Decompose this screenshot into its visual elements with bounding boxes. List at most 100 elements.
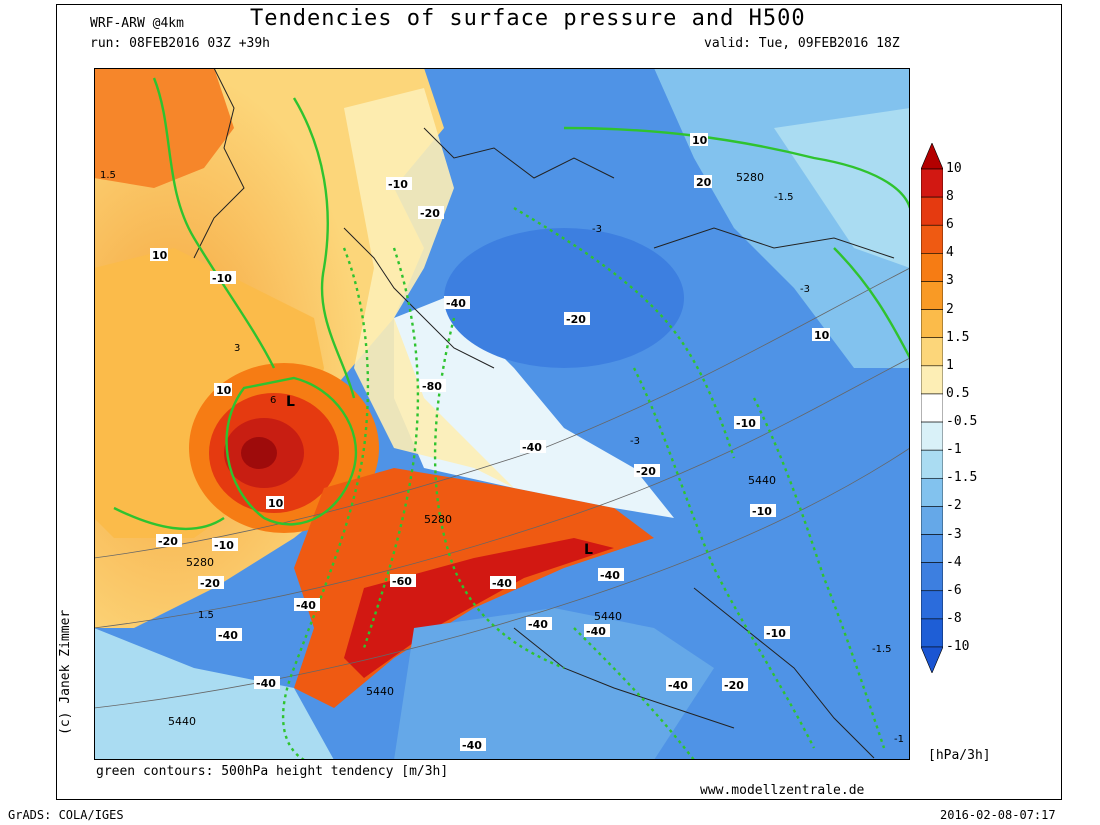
legend-swatch <box>921 337 943 367</box>
legend-tick-label: -3 <box>946 526 962 542</box>
legend-swatch <box>921 224 943 254</box>
svg-text:-10: -10 <box>736 417 756 430</box>
legend-tick-label: 6 <box>946 217 954 233</box>
map-label: 5440 <box>594 610 622 623</box>
legend-tick-label: 0.5 <box>946 385 970 401</box>
svg-text:-1: -1 <box>894 734 904 745</box>
legend-swatch <box>921 309 943 339</box>
svg-text:5440: 5440 <box>748 474 776 487</box>
svg-text:6: 6 <box>270 395 276 406</box>
svg-text:-10: -10 <box>752 505 772 518</box>
figure-frame <box>56 4 1062 800</box>
map-label: -10 <box>764 626 790 640</box>
map-label: 10 <box>214 383 232 397</box>
legend-swatch <box>921 618 943 648</box>
svg-text:-40: -40 <box>528 618 548 631</box>
svg-text:-20: -20 <box>724 679 744 692</box>
svg-text:-10: -10 <box>212 272 232 285</box>
legend-tick-label: -0.5 <box>946 414 978 430</box>
generation-timestamp: 2016-02-08-07:17 <box>940 808 1056 822</box>
map-label: -40 <box>598 568 624 582</box>
map-label: -10 <box>210 271 236 285</box>
svg-text:-60: -60 <box>392 575 412 588</box>
map-label: 10 <box>812 328 830 342</box>
svg-text:5440: 5440 <box>366 685 394 698</box>
legend-tick-label: 1 <box>946 357 954 373</box>
svg-text:-10: -10 <box>766 627 786 640</box>
map-label: -20 <box>418 206 444 220</box>
grads-credit: GrADS: COLA/IGES <box>8 808 124 822</box>
svg-text:-40: -40 <box>462 739 482 752</box>
author-credit: (c) Janek Zimmer <box>58 609 73 735</box>
legend-swatch <box>921 393 943 423</box>
map-label: 3 <box>234 343 240 354</box>
map-label: -20 <box>156 534 182 548</box>
map-title: Tendencies of surface pressure and H500 <box>250 6 806 31</box>
svg-text:-10: -10 <box>214 539 234 552</box>
svg-text:1.5: 1.5 <box>198 610 214 621</box>
map-label: 6 <box>270 395 276 406</box>
legend-swatch <box>921 449 943 479</box>
legend-swatch <box>921 477 943 507</box>
legend-swatch <box>921 421 943 451</box>
svg-text:-40: -40 <box>492 577 512 590</box>
svg-text:10: 10 <box>692 134 708 147</box>
map-label: -3 <box>592 224 602 235</box>
map-label: -3 <box>800 284 810 295</box>
svg-text:10: 10 <box>268 497 284 510</box>
svg-text:5280: 5280 <box>186 556 214 569</box>
svg-text:-1.5: -1.5 <box>774 192 794 203</box>
map-label: -40 <box>460 738 486 752</box>
svg-text:1.5: 1.5 <box>100 170 116 181</box>
map-label: -40 <box>444 296 470 310</box>
svg-text:-80: -80 <box>422 380 442 393</box>
map-label: 5280 <box>424 513 452 526</box>
svg-text:5280: 5280 <box>736 171 764 184</box>
svg-text:5280: 5280 <box>424 513 452 526</box>
svg-text:-40: -40 <box>256 677 276 690</box>
map-label: -40 <box>520 440 546 454</box>
legend-swatch <box>921 562 943 592</box>
contour-note: green contours: 500hPa height tendency [… <box>96 764 449 779</box>
website-credit: www.modellzentrale.de <box>700 783 865 798</box>
svg-text:-3: -3 <box>800 284 810 295</box>
map-label: 5280 <box>736 171 764 184</box>
low-marker: L <box>286 394 295 410</box>
map-label: -40 <box>490 576 516 590</box>
map-label: -10 <box>750 504 776 518</box>
legend-swatch <box>921 281 943 310</box>
legend-tick-label: -1.5 <box>946 470 978 486</box>
svg-text:5440: 5440 <box>594 610 622 623</box>
svg-text:-20: -20 <box>158 535 178 548</box>
legend-swatch <box>921 506 943 535</box>
map-label: -10 <box>212 538 238 552</box>
svg-text:5440: 5440 <box>168 715 196 728</box>
legend-tick-label: -1 <box>946 442 962 458</box>
map-label: -1 <box>894 734 904 745</box>
svg-text:10: 10 <box>814 329 830 342</box>
color-legend <box>921 143 943 673</box>
map-label: 5280 <box>186 556 214 569</box>
svg-text:-1.5: -1.5 <box>872 644 892 655</box>
map-label: -10 <box>734 416 760 430</box>
svg-text:10: 10 <box>216 384 232 397</box>
map-label: 10 <box>266 496 284 510</box>
map-label: -20 <box>198 576 224 590</box>
valid-time: valid: Tue, 09FEB2016 18Z <box>704 36 900 51</box>
map-label: -40 <box>254 676 280 690</box>
map-label: 5440 <box>366 685 394 698</box>
map-label: -80 <box>420 379 446 393</box>
svg-text:-20: -20 <box>566 313 586 326</box>
svg-text:-40: -40 <box>296 599 316 612</box>
map-label: 5440 <box>748 474 776 487</box>
map-label: -40 <box>666 678 692 692</box>
map-label: -3 <box>630 436 640 447</box>
map-label: 10 <box>690 133 708 147</box>
legend-tick-label: -10 <box>946 639 970 654</box>
legend-swatch <box>921 168 943 198</box>
legend-tick-label: 10 <box>946 161 962 176</box>
legend-tick-label: -8 <box>946 610 962 626</box>
map-label: -40 <box>526 617 552 631</box>
weather-map: 10 -10 10 20 5280 -10 -20 10 -10 -40 -20… <box>94 68 910 760</box>
legend-swatch <box>921 646 943 673</box>
